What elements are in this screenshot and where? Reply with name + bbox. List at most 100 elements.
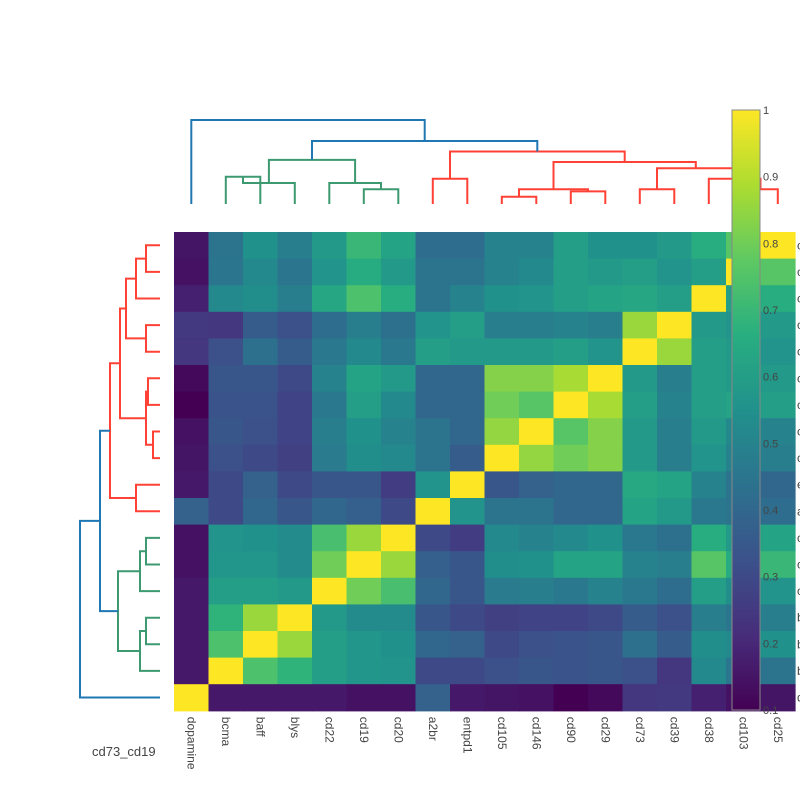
heatmap-cell xyxy=(588,604,624,632)
heatmap-cell xyxy=(657,471,693,499)
y-tick-label: bcm xyxy=(797,664,800,678)
dendrogram-branch xyxy=(119,307,146,420)
heatmap-cell xyxy=(312,391,348,419)
heatmap-cell xyxy=(484,311,520,339)
heatmap-cell xyxy=(208,631,244,659)
heatmap-cell xyxy=(381,577,417,605)
heatmap-cell xyxy=(415,232,451,260)
heatmap-cell xyxy=(484,551,520,579)
heatmap-cell xyxy=(588,551,624,579)
heatmap-cell xyxy=(208,524,244,552)
heatmap-cell xyxy=(174,604,210,632)
colorbar-tick-labels: 1 0.9 0.8 0.7 0.6 0.5 0.4 0.3 0.2 0.1 xyxy=(763,105,778,717)
heatmap-cell xyxy=(277,391,313,419)
heatmap-cell xyxy=(277,444,313,472)
heatmap-cell xyxy=(450,391,486,419)
heatmap-cell xyxy=(450,631,486,659)
x-tick-label: cd29 xyxy=(598,717,612,743)
heatmap-cell xyxy=(622,657,658,685)
heatmap-cell xyxy=(622,365,658,393)
heatmap-cell xyxy=(760,551,796,579)
top-dendrogram xyxy=(190,119,779,204)
colorbar-tick-label: 0.2 xyxy=(763,638,778,650)
heatmap-cell xyxy=(588,311,624,339)
heatmap-cell xyxy=(277,232,313,260)
heatmap-cell xyxy=(346,311,382,339)
heatmap-cell xyxy=(588,471,624,499)
heatmap-cell xyxy=(174,631,210,659)
heatmap-cell xyxy=(691,684,727,712)
heatmap-cell xyxy=(691,365,727,393)
heatmap-cell xyxy=(519,657,555,685)
dendrogram-branch xyxy=(431,177,469,204)
heatmap-cell xyxy=(519,577,555,605)
heatmap-cell xyxy=(691,444,727,472)
heatmap-cell xyxy=(277,604,313,632)
heatmap-cell xyxy=(691,311,727,339)
dendrogram-branch xyxy=(500,195,538,204)
heatmap-cell xyxy=(519,631,555,659)
heatmap-cell xyxy=(415,604,451,632)
heatmap-cell xyxy=(381,338,417,366)
heatmap-cell xyxy=(415,471,451,499)
heatmap-cell xyxy=(691,604,727,632)
heatmap-cell xyxy=(691,631,727,659)
heatmap-cell xyxy=(346,444,382,472)
heatmap-cell xyxy=(691,471,727,499)
x-tick-label: cd90 xyxy=(564,717,578,743)
heatmap-cell xyxy=(484,444,520,472)
heatmap-cell xyxy=(174,524,210,552)
heatmap-cell xyxy=(553,311,589,339)
heatmap-cell xyxy=(381,444,417,472)
heatmap-cell xyxy=(208,418,244,446)
colorbar-tick-label: 0.4 xyxy=(763,505,778,517)
heatmap-cell xyxy=(174,338,210,366)
heatmap-cell xyxy=(346,338,382,366)
heatmap-cell xyxy=(519,444,555,472)
heatmap-cell xyxy=(760,498,796,526)
heatmap-cell xyxy=(484,338,520,366)
heatmap-cell xyxy=(553,524,589,552)
heatmap-cell xyxy=(277,498,313,526)
heatmap-cell xyxy=(312,258,348,286)
heatmap-cell xyxy=(691,338,727,366)
heatmap-cell xyxy=(553,657,589,685)
heatmap-cell xyxy=(415,418,451,446)
heatmap-cell xyxy=(622,444,658,472)
heatmap-cell xyxy=(760,524,796,552)
y-tick-label: dopamine xyxy=(797,691,800,705)
heatmap-cell xyxy=(657,631,693,659)
heatmap-cell xyxy=(588,391,624,419)
figure-caption: cd73_cd19 xyxy=(92,744,156,759)
heatmap-cell xyxy=(691,524,727,552)
heatmap-cell xyxy=(208,498,244,526)
heatmap-cell xyxy=(588,444,624,472)
dendrogram-branch xyxy=(328,182,382,204)
heatmap-cell xyxy=(657,551,693,579)
heatmap-cell xyxy=(691,391,727,419)
dendrogram-branch xyxy=(79,519,160,699)
dendrogram-branch xyxy=(135,483,160,513)
heatmap-cell xyxy=(588,365,624,393)
heatmap-cell xyxy=(450,551,486,579)
heatmap-cell xyxy=(450,444,486,472)
heatmap-cell xyxy=(657,524,693,552)
heatmap-cell xyxy=(553,631,589,659)
heatmap-cell xyxy=(208,577,244,605)
heatmap-cell xyxy=(519,498,555,526)
heatmap-cell xyxy=(277,577,313,605)
heatmap-cell xyxy=(277,471,313,499)
heatmap-cell xyxy=(243,311,279,339)
heatmap-cell xyxy=(519,391,555,419)
heatmap-cell xyxy=(312,498,348,526)
y-tick-label: baff xyxy=(797,637,800,651)
colorbar-tick-label: 0.3 xyxy=(763,572,778,584)
heatmap-cell xyxy=(312,551,348,579)
heatmap-cell xyxy=(519,524,555,552)
heatmap-cell xyxy=(208,285,244,313)
heatmap-cell xyxy=(622,285,658,313)
heatmap-cell xyxy=(346,657,382,685)
heatmap-cell xyxy=(588,684,624,712)
heatmap-cell xyxy=(243,498,279,526)
